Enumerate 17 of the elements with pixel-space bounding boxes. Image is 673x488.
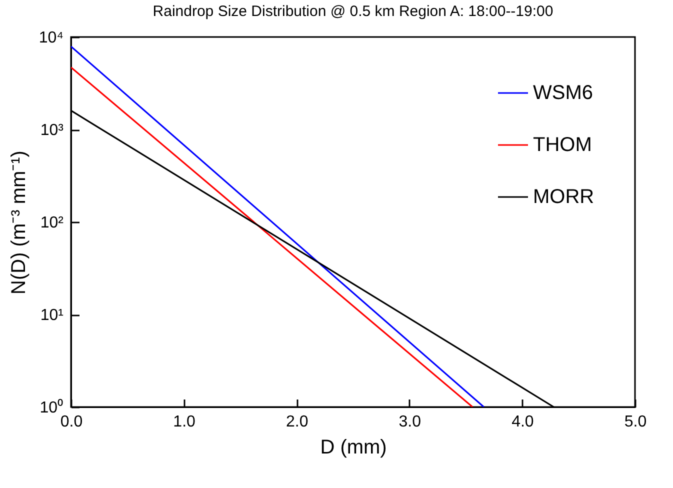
y-tick-label: 10³	[40, 122, 64, 139]
legend-label: MORR	[533, 186, 594, 208]
legend-label: THOM	[533, 134, 592, 156]
y-tick-label: 10²	[40, 214, 64, 232]
x-tick-label: 5.0	[624, 414, 647, 430]
y-axis-title: N(D) (m⁻³ mm⁻¹)	[8, 150, 30, 294]
x-tick-label: 4.0	[512, 414, 534, 430]
y-tick-label: 10⁴	[38, 30, 64, 46]
legend-label: WSM6	[533, 82, 593, 104]
y-tick-label: 10¹	[40, 307, 64, 324]
x-tick-label: 2.0	[286, 414, 308, 430]
x-axis-title: D (mm)	[320, 436, 387, 458]
y-tick-label: 10⁰	[40, 398, 64, 416]
x-tick-label: 3.0	[398, 414, 422, 430]
x-tick-label: 0.0	[60, 414, 83, 430]
x-tick-label: 1.0	[173, 414, 196, 430]
chart-title: Raindrop Size Distribution @ 0.5 km Region A: 18:00--19:00	[152, 3, 554, 20]
